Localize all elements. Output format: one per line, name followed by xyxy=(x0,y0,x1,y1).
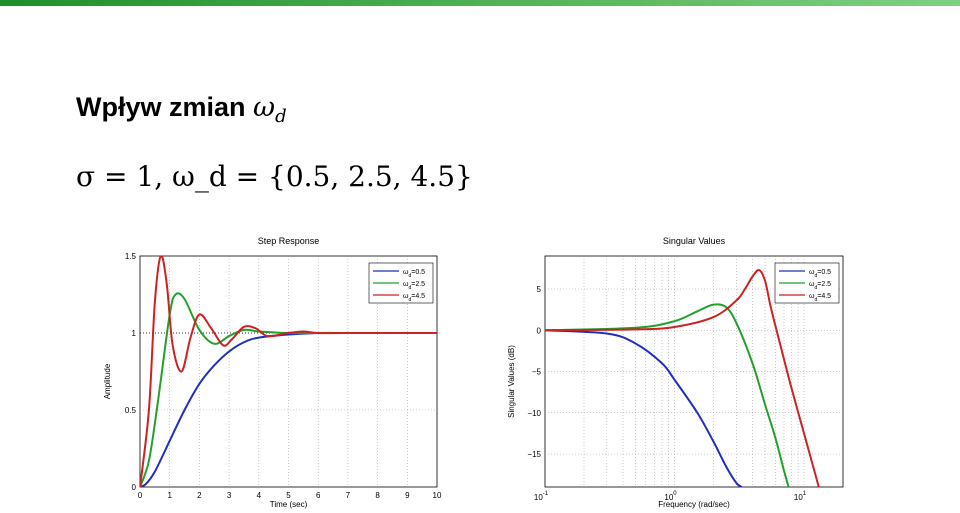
step-series-line-2 xyxy=(140,256,437,487)
sv-ytick-label: −15 xyxy=(527,450,541,459)
sv-ytick-label: 5 xyxy=(537,285,542,294)
step-ylabel: Amplitude xyxy=(103,363,112,399)
step-xlabel: Time (sec) xyxy=(270,500,308,509)
sv-series-line-2 xyxy=(545,268,820,487)
title-subscript: d xyxy=(275,106,287,127)
step-xtick-label: 5 xyxy=(286,491,291,500)
step-xtick-label: 6 xyxy=(316,491,321,500)
step-xtick-label: 0 xyxy=(138,491,143,500)
step-ytick-label: 1 xyxy=(132,329,137,338)
top-accent-bar xyxy=(0,0,960,6)
step-xtick-label: 4 xyxy=(257,491,262,500)
step-xtick-label: 1 xyxy=(167,491,172,500)
step-legend-label: ωd=2.5 xyxy=(403,281,425,291)
step-ytick-label: 0 xyxy=(132,483,137,492)
sv-ytick-label: −10 xyxy=(527,409,541,418)
sv-xlabel: Frequency (rad/sec) xyxy=(658,500,730,509)
sv-ytick-label: 0 xyxy=(537,326,542,335)
slide-title: Wpływ zmian ωd xyxy=(76,92,287,127)
step-xtick-label: 2 xyxy=(197,491,202,500)
title-symbol: ω xyxy=(253,92,276,123)
step-xtick-label: 10 xyxy=(433,491,442,500)
step-xtick-label: 3 xyxy=(227,491,232,500)
step-ytick-label: 0.5 xyxy=(125,406,137,415)
step-legend-box xyxy=(368,262,434,304)
step-xtick-label: 8 xyxy=(375,491,380,500)
sv-ylabel: Singular Values (dB) xyxy=(507,345,516,418)
step-xtick-label: 7 xyxy=(346,491,351,500)
sv-legend-label: ωd=2.5 xyxy=(809,281,831,291)
step-legend-label: ωd=4.5 xyxy=(403,293,425,303)
sv-series-line-0 xyxy=(545,329,743,487)
step-ytick-label: 1.5 xyxy=(125,252,137,261)
sv-xtick-label: 10-1 xyxy=(534,491,549,502)
sv-ytick-label: −5 xyxy=(532,368,542,377)
sv-xtick-label: 100 xyxy=(664,491,677,502)
sv-legend-label: ωd=0.5 xyxy=(809,269,831,279)
formula: σ = 1, ω_d = {0.5, 2.5, 4.5} xyxy=(76,160,473,193)
step-xtick-label: 9 xyxy=(405,491,410,500)
step-title: Step Response xyxy=(258,236,320,246)
step-legend-label: ωd=0.5 xyxy=(403,269,425,279)
title-text: Wpływ zmian xyxy=(76,92,254,122)
sv-series-line-1 xyxy=(545,303,790,487)
sv-legend-label: ωd=4.5 xyxy=(809,293,831,303)
sv-xtick-label: 101 xyxy=(794,491,807,502)
sv-title: Singular Values xyxy=(663,236,726,246)
